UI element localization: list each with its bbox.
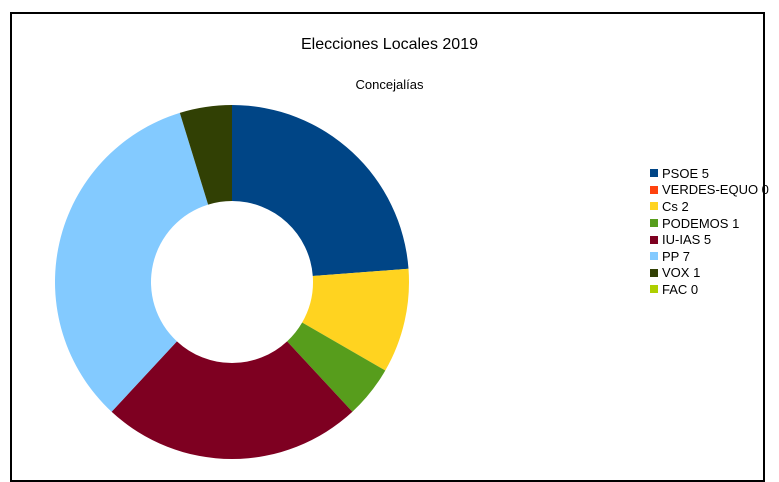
legend-label: VOX 1 [662,265,701,281]
legend-label: Cs 2 [662,198,689,214]
legend-item: PP 7 [650,248,769,265]
donut-slice-0 [232,105,409,276]
donut-chart [55,105,409,459]
legend-swatch [650,235,658,244]
legend-item: IU-IAS 5 [650,231,769,248]
donut-slice-5 [55,112,209,412]
legend-swatch [650,185,658,194]
legend-label: IU-IAS 5 [662,232,712,248]
legend-label: PP 7 [662,248,690,264]
donut-slice-3 [287,322,386,412]
legend-swatch [650,202,658,211]
legend-item: FAC 0 [650,281,769,298]
donut-slice-6 [179,105,232,205]
chart-legend: PSOE 5 VERDES-EQUO 0 Cs 2 PODEMOS 1 IU-IAS 5… [650,165,769,298]
legend-swatch [650,219,658,228]
legend-item: PODEMOS 1 [650,215,769,232]
donut-slice-2 [302,268,409,371]
legend-item: Cs 2 [650,198,769,215]
chart-title: Elecciones Locales 2019 [300,36,478,53]
legend-label: PODEMOS 1 [662,215,740,231]
chart-subtitle: Concejalías [355,77,424,92]
legend-swatch [650,252,658,261]
legend-swatch [650,268,658,277]
donut-slice-4 [111,341,353,459]
legend-label: FAC 0 [662,281,699,297]
legend-label: VERDES-EQUO 0 [662,182,769,198]
legend-item: VERDES-EQUO 0 [650,182,769,199]
legend-label: PSOE 5 [662,165,709,181]
legend-swatch [650,169,658,178]
legend-item: PSOE 5 [650,165,769,182]
legend-item: VOX 1 [650,265,769,282]
legend-swatch [650,285,658,294]
